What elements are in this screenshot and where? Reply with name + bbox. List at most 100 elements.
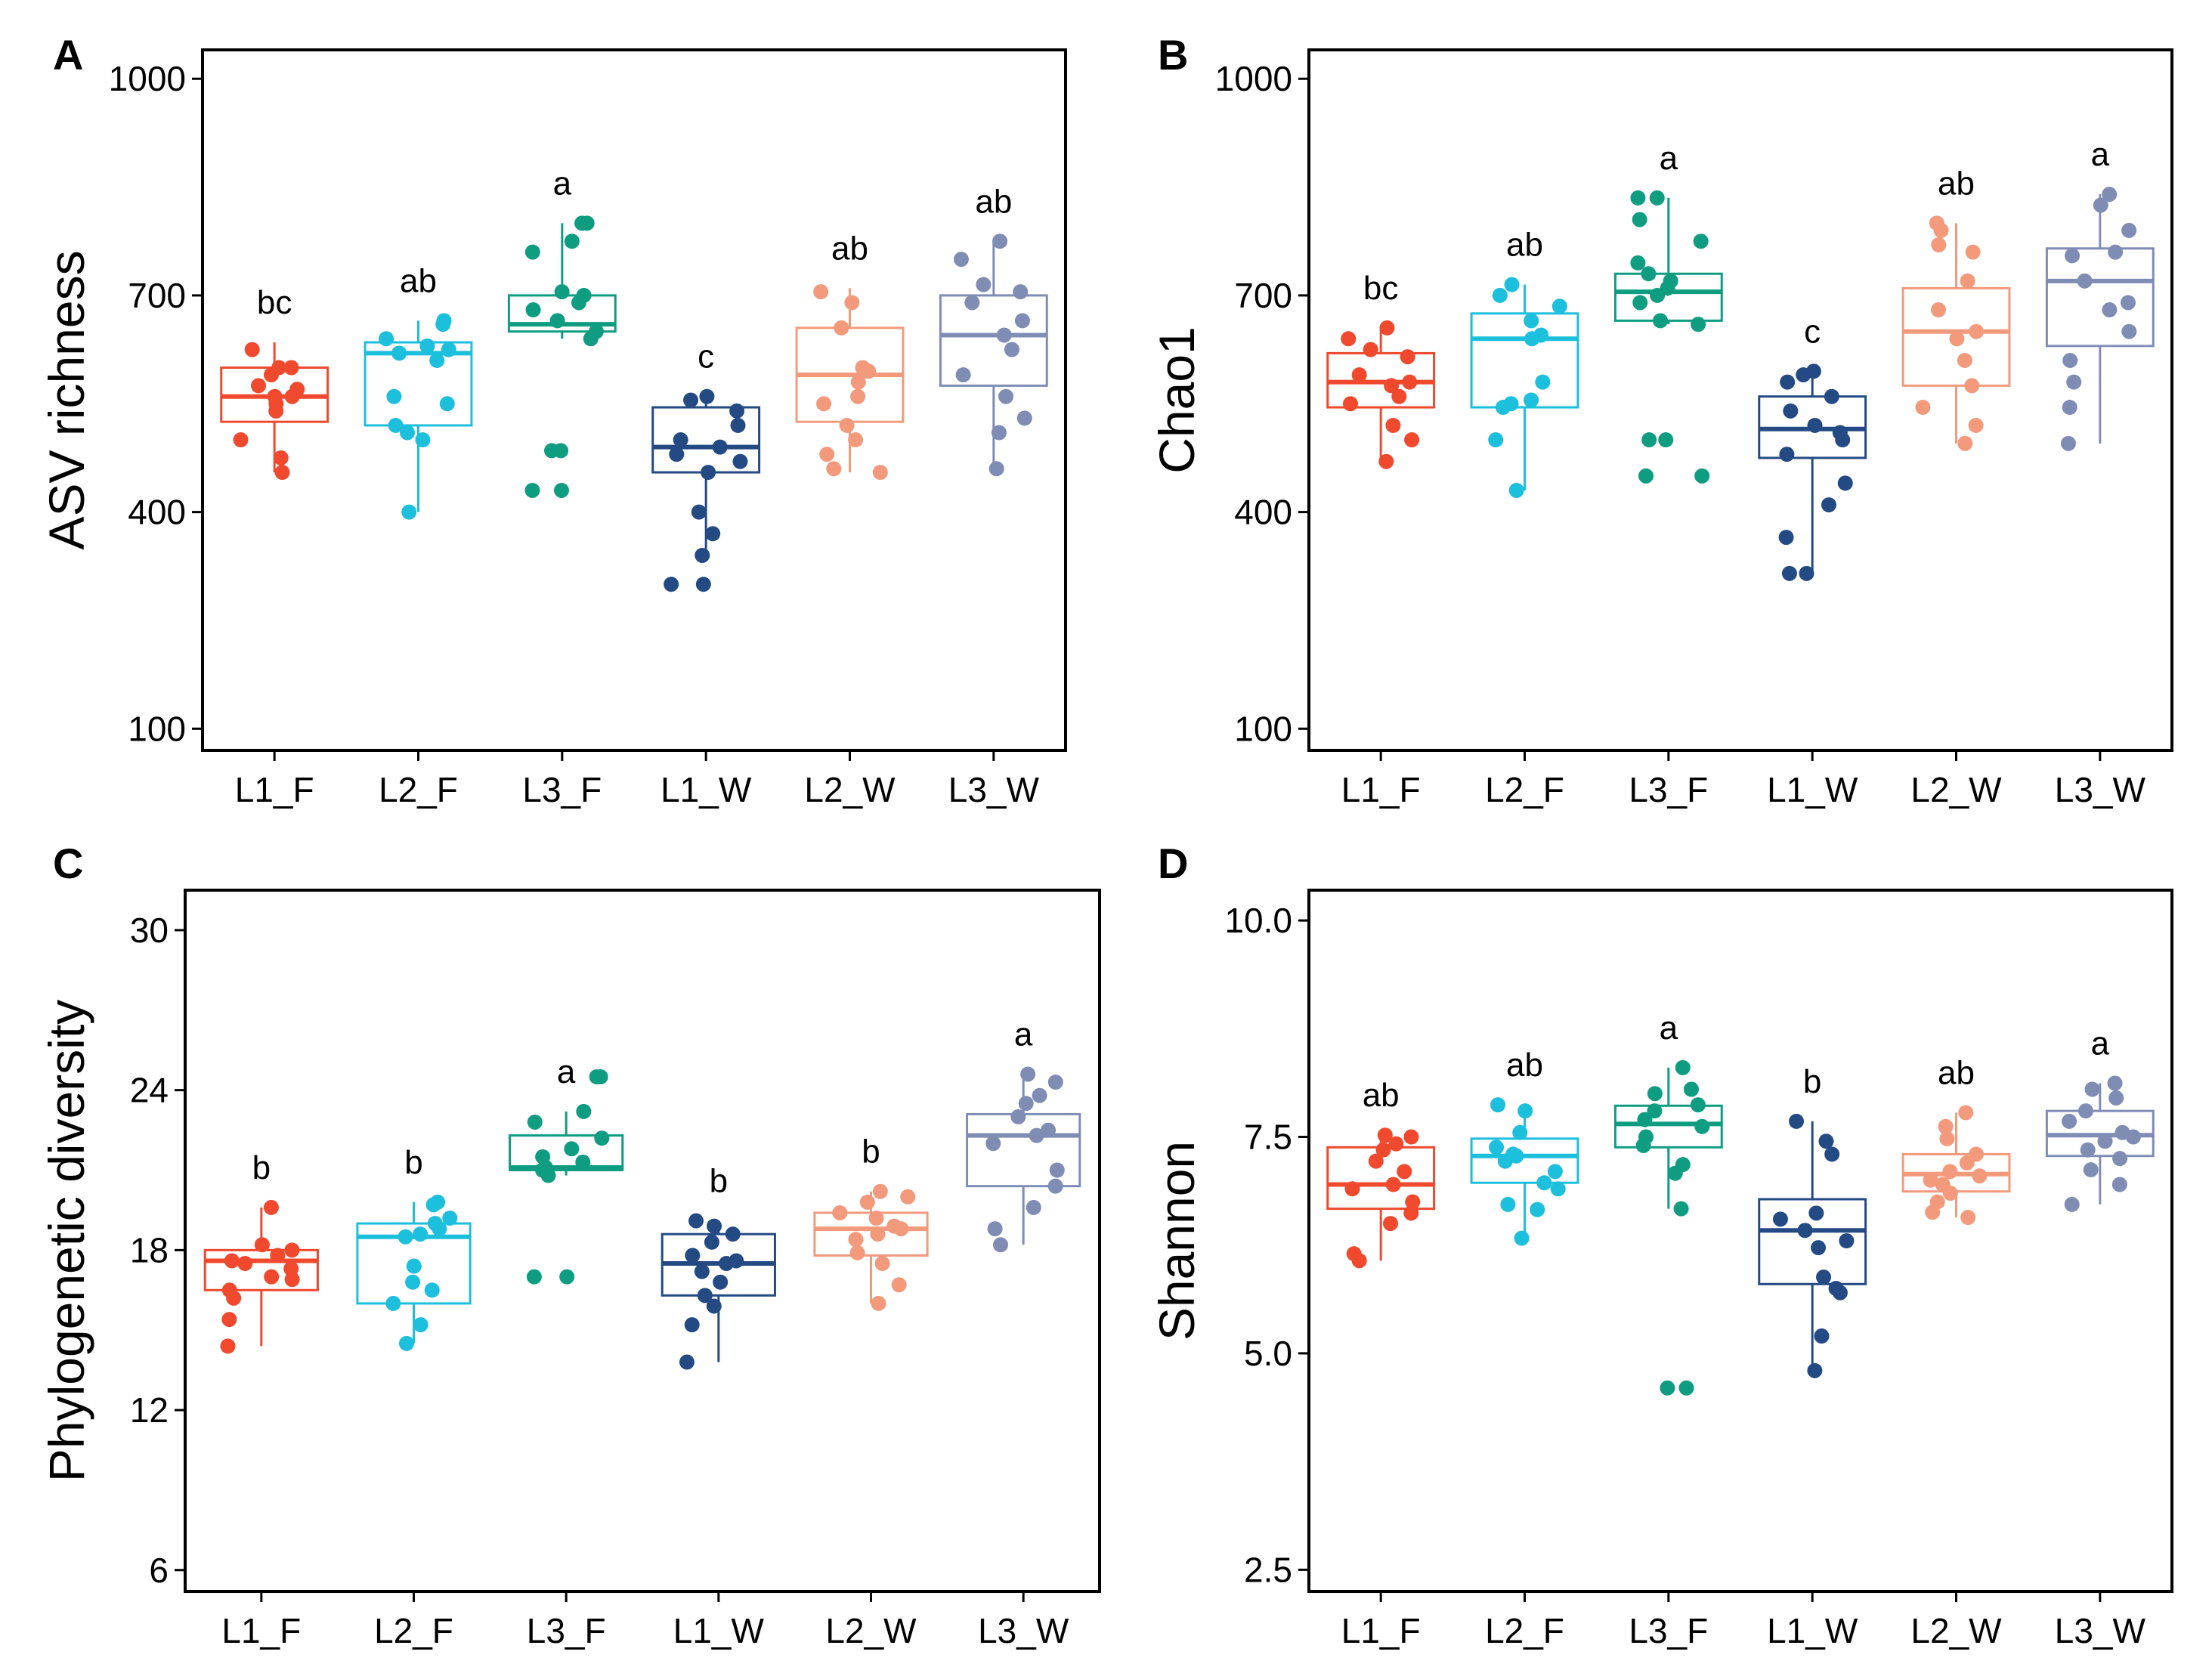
- data-point: [1388, 1136, 1404, 1152]
- x-tick-label: L3_W: [948, 770, 1040, 809]
- data-point: [1832, 1285, 1848, 1300]
- box-l1-f: bc: [1326, 270, 1436, 469]
- data-point: [832, 1205, 848, 1220]
- plot-frame: [1307, 48, 2173, 752]
- data-point: [1814, 1328, 1830, 1344]
- data-point: [1824, 1146, 1840, 1162]
- data-point: [1047, 1075, 1063, 1090]
- data-point: [589, 1068, 605, 1084]
- data-point: [1807, 417, 1823, 433]
- data-point: [415, 432, 431, 448]
- data-point: [1403, 1205, 1419, 1221]
- x-tick-label: L1_W: [1767, 1611, 1858, 1650]
- data-point: [976, 277, 992, 292]
- data-point: [1508, 482, 1524, 498]
- box-iqr: [1470, 312, 1579, 409]
- box-l1-f: ab: [1326, 1077, 1436, 1269]
- data-point: [575, 1154, 591, 1170]
- data-point: [848, 432, 864, 448]
- data-point: [1923, 1172, 1938, 1188]
- data-point: [1653, 313, 1669, 329]
- data-point: [1818, 1133, 1834, 1149]
- data-point: [1014, 313, 1030, 329]
- data-point: [2065, 248, 2081, 264]
- data-point: [1402, 374, 1418, 390]
- data-point: [1630, 190, 1646, 206]
- data-point: [1385, 417, 1401, 433]
- data-point: [1635, 1137, 1651, 1153]
- y-tick-label: 10.0: [1224, 901, 1292, 940]
- data-point: [1391, 388, 1407, 404]
- data-point: [553, 482, 569, 498]
- data-point: [1384, 378, 1400, 394]
- data-point: [683, 392, 699, 408]
- data-point: [1690, 1097, 1706, 1113]
- y-tick-label: 1000: [109, 59, 186, 98]
- significance-letter: c: [1804, 313, 1821, 350]
- data-point: [1013, 284, 1029, 300]
- data-point: [955, 367, 971, 383]
- data-point: [526, 1269, 542, 1285]
- data-point: [1500, 1196, 1516, 1212]
- data-point: [871, 1295, 886, 1311]
- data-point: [1933, 222, 1949, 238]
- data-point: [2066, 374, 2082, 390]
- data-point: [2097, 1133, 2113, 1149]
- data-point: [1781, 565, 1797, 581]
- data-point: [1778, 530, 1794, 546]
- data-point: [1368, 1153, 1384, 1169]
- data-point: [992, 233, 1008, 249]
- data-point: [1490, 1097, 1506, 1113]
- y-tick-label: 700: [1234, 276, 1292, 315]
- data-point: [1678, 1380, 1694, 1396]
- data-point: [991, 425, 1007, 441]
- data-point: [273, 450, 289, 465]
- y-tick-label: 100: [128, 709, 186, 748]
- x-tick-label: L1_F: [1341, 770, 1421, 809]
- significance-letter: c: [698, 339, 714, 376]
- data-point: [891, 1277, 907, 1293]
- data-point: [283, 360, 299, 376]
- data-point: [691, 504, 707, 520]
- data-point: [1931, 302, 1947, 318]
- data-point: [1960, 273, 1975, 289]
- data-point: [685, 1248, 701, 1263]
- data-point: [1650, 287, 1666, 303]
- data-point: [2125, 1129, 2141, 1145]
- data-point: [996, 327, 1012, 343]
- data-point: [2112, 1151, 2128, 1167]
- data-point: [425, 1197, 441, 1213]
- panel-d: D 2.5 5.0 7.5 10.0 Shannon L1_F L2_F L3_F L1_W L2_…: [1149, 840, 2173, 1650]
- y-axis-title: Shannon: [1149, 1141, 1205, 1341]
- data-point: [998, 388, 1014, 404]
- data-point: [1551, 298, 1567, 314]
- data-point: [834, 320, 849, 336]
- y-tick-label: 18: [130, 1230, 169, 1270]
- data-point: [861, 363, 877, 379]
- data-point: [713, 1274, 729, 1290]
- data-point: [1020, 1066, 1036, 1082]
- data-point: [1351, 1253, 1367, 1269]
- y-tick-label: 2.5: [1244, 1550, 1292, 1589]
- data-point: [406, 1258, 422, 1274]
- data-point: [699, 388, 715, 404]
- data-point: [701, 465, 716, 481]
- data-point: [263, 367, 279, 383]
- data-point: [388, 417, 404, 433]
- data-point: [1524, 313, 1539, 329]
- data-point: [1837, 475, 1853, 491]
- box-iqr: [1613, 1104, 1723, 1149]
- box-iqr: [1901, 286, 2011, 387]
- data-point: [2062, 352, 2078, 368]
- box-l3-f: a: [1613, 140, 1723, 484]
- significance-letter: a: [1660, 140, 1678, 177]
- data-point: [1632, 295, 1648, 311]
- data-point: [859, 1194, 875, 1210]
- data-point: [1004, 342, 1019, 357]
- data-point: [2060, 435, 2076, 451]
- data-point: [385, 1295, 401, 1311]
- y-axis-title: Chao1: [1149, 326, 1205, 474]
- data-point: [399, 425, 415, 441]
- data-point: [1524, 331, 1540, 347]
- data-point: [1972, 1168, 1988, 1184]
